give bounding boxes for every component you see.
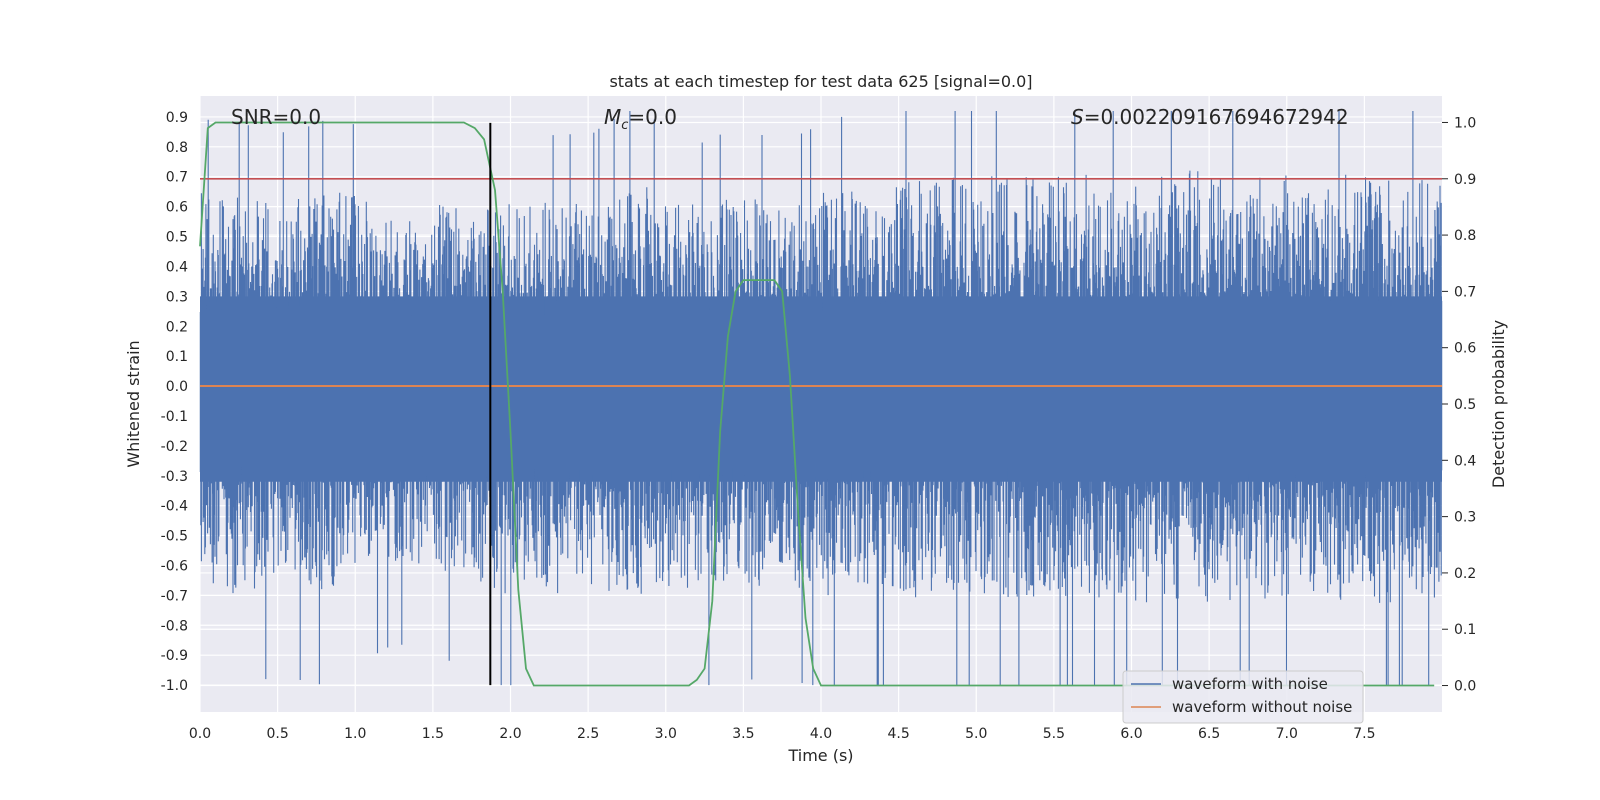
x-tick-label: 1.0 — [344, 726, 366, 742]
x-tick-label: 2.0 — [499, 726, 521, 742]
x-axis-label: Time (s) — [787, 746, 853, 765]
y2-tick-label: 0.5 — [1454, 397, 1476, 413]
chart-title: stats at each timestep for test data 625… — [609, 72, 1032, 91]
y2-tick-label: 0.1 — [1454, 622, 1476, 638]
x-tick-label: 6.0 — [1120, 726, 1142, 742]
s-value: =0.002209167694672942 — [1084, 105, 1349, 129]
y2-tick-label: 0.4 — [1454, 453, 1476, 469]
y2-tick-label: 0.7 — [1454, 284, 1476, 300]
legend-label-clean: waveform without noise — [1172, 698, 1352, 716]
y-tick-label: 0.2 — [166, 319, 188, 335]
y-tick-label: -0.2 — [161, 439, 188, 455]
x-tick-label: 4.5 — [887, 726, 909, 742]
noise-waveform-series — [199, 111, 1443, 686]
y-tick-label: -0.7 — [161, 588, 188, 604]
y-axis-label: Whitened strain — [124, 340, 143, 467]
detection-probability-line — [199, 121, 1435, 687]
y-tick-label: -0.6 — [161, 558, 188, 574]
legend: waveform with noise waveform without noi… — [1122, 670, 1364, 724]
x-tick-label: 0.0 — [189, 726, 211, 742]
y-tick-label: 0.7 — [166, 170, 188, 186]
x-tick-label: 5.0 — [965, 726, 987, 742]
y-tick-label: -0.8 — [161, 618, 188, 634]
y-tick-label: -0.3 — [161, 469, 188, 485]
y-tick-label: 0.3 — [166, 289, 188, 305]
axes: 0.0 0.5 1.0 1.5 2.0 2.5 3.0 3.5 4.0 4.5 5.0 5.5 6.0 6… — [161, 110, 1477, 742]
overlays — [199, 121, 1442, 687]
y2-tick-label: 0.3 — [1454, 510, 1476, 526]
y-tick-label: -0.4 — [161, 499, 188, 515]
s-symbol: S — [1071, 105, 1084, 129]
legend-box — [1122, 670, 1364, 724]
x-tick-label: 5.5 — [1043, 726, 1065, 742]
y-tick-label: -0.9 — [161, 648, 188, 664]
y2-tick-label: 0.0 — [1454, 679, 1476, 695]
x-tick-label: 0.5 — [266, 726, 288, 742]
x-tick-label: 6.5 — [1198, 726, 1220, 742]
mc-annotation: Mc=0.0 — [604, 105, 677, 133]
x-tick-label: 3.0 — [655, 726, 677, 742]
mc-subscript: c — [621, 118, 628, 133]
x-tick-label: 7.5 — [1353, 726, 1375, 742]
y-tick-label: -0.1 — [161, 409, 188, 425]
x-tick-label: 3.5 — [732, 726, 754, 742]
y2-tick-label: 1.0 — [1454, 115, 1476, 131]
y-tick-label: 0.0 — [166, 379, 188, 395]
x-tick-label: 7.0 — [1276, 726, 1298, 742]
noise-waveform-line — [199, 111, 1443, 686]
y2-tick-label: 0.2 — [1454, 566, 1476, 582]
y-tick-label: 0.5 — [166, 230, 188, 246]
y-tick-label: -0.5 — [161, 529, 188, 545]
y-tick-label: 0.8 — [166, 140, 188, 156]
s-annotation: S=0.002209167694672942 — [1071, 105, 1349, 129]
mc-symbol: M — [604, 105, 621, 129]
y2-tick-label: 0.6 — [1454, 341, 1476, 357]
y-tick-label: 0.6 — [166, 200, 188, 216]
y-tick-label: 0.1 — [166, 349, 188, 365]
y2-tick-label: 0.9 — [1454, 172, 1476, 188]
x-tick-label: 2.5 — [577, 726, 599, 742]
y-tick-label: 0.4 — [166, 259, 188, 275]
y2-axis-label: Detection probability — [1489, 320, 1508, 488]
snr-annotation: SNR=0.0 — [231, 105, 321, 129]
y2-tick-label: 0.8 — [1454, 228, 1476, 244]
y-tick-label: 0.9 — [166, 110, 188, 126]
y-tick-label: -1.0 — [161, 678, 188, 694]
mc-value: =0.0 — [628, 105, 677, 129]
x-tick-label: 4.0 — [810, 726, 832, 742]
x-tick-label: 1.5 — [422, 726, 444, 742]
legend-label-noise: waveform with noise — [1172, 675, 1328, 693]
